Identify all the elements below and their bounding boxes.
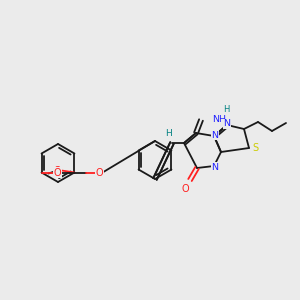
Text: H: H	[166, 130, 172, 139]
Text: O: O	[54, 166, 61, 176]
Text: N: N	[212, 130, 218, 140]
Text: O: O	[54, 167, 61, 178]
Text: O: O	[181, 184, 189, 194]
Text: NH: NH	[212, 116, 226, 124]
Text: H: H	[223, 106, 230, 115]
Text: N: N	[212, 163, 218, 172]
Text: O: O	[96, 167, 104, 178]
Text: N: N	[224, 119, 230, 128]
Text: S: S	[252, 143, 258, 153]
